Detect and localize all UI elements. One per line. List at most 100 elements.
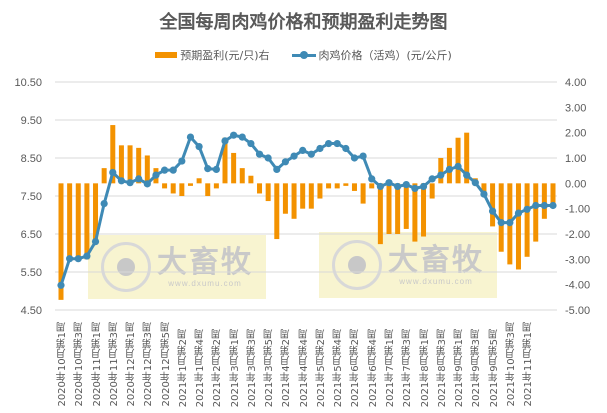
profit-bar	[239, 168, 245, 184]
x-axis-label: 2021年3月第5周	[264, 328, 276, 407]
profit-bar	[481, 183, 487, 194]
left-axis-tick: 4.50	[21, 305, 42, 317]
price-point	[230, 131, 238, 139]
legend: 预期盈利(元/只)右 肉鸡价格（活鸡）(元/公斤)	[0, 47, 607, 63]
profit-bar	[386, 183, 392, 234]
price-point	[368, 175, 376, 183]
price-point	[264, 154, 272, 162]
price-point	[532, 201, 540, 210]
profit-bar	[170, 183, 176, 194]
price-point	[238, 133, 246, 141]
chart-title: 全国每周肉鸡价格和预期盈利走势图	[159, 12, 448, 33]
right-axis-tick: 2.00	[565, 128, 586, 140]
price-point	[143, 180, 151, 188]
profit-bar	[360, 183, 366, 204]
profit-bar	[515, 183, 521, 270]
left-axis-tick: 7.50	[21, 191, 42, 203]
x-axis-label: 2020年10月第3周	[74, 322, 86, 407]
profit-bar	[351, 183, 357, 191]
price-point	[437, 171, 445, 179]
watermark-url: www.dxumu.com	[399, 276, 473, 286]
profit-bar	[343, 183, 349, 186]
watermark-logo-icon	[332, 240, 382, 290]
watermark-text: 大畜牧	[157, 244, 253, 280]
x-axis-label: 2021年4月第4周	[298, 328, 310, 407]
line-swatch-icon	[291, 51, 316, 59]
price-point	[169, 166, 177, 174]
profit-bar	[93, 183, 99, 240]
price-point	[186, 133, 195, 141]
profit-bar	[300, 183, 306, 209]
profit-bar	[205, 183, 211, 196]
price-point	[195, 143, 203, 151]
x-axis-label: 2020年12月第5周	[160, 322, 172, 407]
price-point	[160, 166, 169, 174]
profit-bar	[464, 132, 470, 184]
price-point	[290, 152, 298, 160]
price-point	[497, 219, 505, 227]
price-point	[402, 181, 410, 189]
price-point	[273, 165, 281, 173]
profit-bar	[127, 145, 133, 184]
watermark-left: 大畜牧 www.dxumu.com	[88, 235, 266, 299]
price-point	[74, 255, 82, 263]
price-point	[221, 137, 229, 145]
x-axis-label: 2021年8月第1周	[419, 328, 431, 407]
profit-bar	[274, 183, 280, 240]
price-point	[506, 219, 514, 227]
profit-bar	[187, 183, 193, 186]
profit-bar	[524, 183, 530, 257]
price-point	[385, 179, 393, 187]
x-axis-label: 2020年11月第3周	[108, 322, 120, 407]
price-point	[178, 157, 186, 165]
profit-bar	[265, 183, 271, 202]
price-point	[350, 154, 359, 162]
price-point	[109, 168, 117, 177]
right-axis-tick: 0.00	[565, 178, 586, 190]
profit-bar	[257, 183, 263, 194]
legend-label-price: 肉鸡价格（活鸡）(元/公斤)	[318, 49, 452, 62]
profit-bar	[446, 147, 452, 184]
profit-bar	[84, 183, 90, 260]
profit-bar	[248, 175, 254, 184]
right-axis-tick: -3.00	[565, 254, 590, 266]
profit-bar	[317, 183, 323, 199]
profit-bar	[403, 183, 409, 229]
x-axis-label: 2020年10月第1周	[57, 322, 68, 407]
price-point	[135, 175, 143, 183]
x-axis-label: 2021年7月第1周	[385, 328, 396, 407]
profit-bar	[222, 137, 228, 184]
left-axis-tick: 9.50	[21, 115, 42, 127]
price-point	[255, 150, 264, 158]
price-point	[428, 175, 436, 183]
profit-bar	[75, 183, 81, 260]
price-point	[126, 179, 134, 187]
profit-bar	[231, 152, 237, 184]
left-axis-tick: 6.50	[21, 229, 42, 241]
x-axis-label: 2021年9月第3周	[471, 328, 483, 407]
price-point	[394, 182, 402, 191]
price-point	[514, 209, 523, 217]
profit-bar	[144, 155, 150, 184]
profit-bar	[498, 183, 504, 252]
watermark-text: 大畜牧	[388, 242, 484, 278]
profit-bar	[541, 183, 547, 219]
x-axis-label: 2021年10月第3周	[505, 322, 517, 407]
legend-item-profit: 预期盈利(元/只)右	[155, 47, 270, 63]
right-axis-tick: -1.00	[565, 204, 590, 216]
left-axis-tick: 8.50	[21, 153, 42, 165]
x-axis-label: 2021年3月第3周	[246, 328, 258, 407]
x-axis-label: 2021年6月第2周	[350, 328, 362, 407]
profit-bar	[377, 183, 383, 245]
profit-bar	[421, 183, 427, 237]
x-axis-label: 2021年2月第2周	[212, 328, 224, 407]
price-point	[445, 165, 454, 173]
price-point	[299, 146, 307, 154]
x-axis-label: 2021年11月第1周	[523, 322, 535, 407]
profit-bar	[213, 183, 219, 189]
right-axis-tick: -2.00	[565, 229, 590, 241]
right-axis-tick: -4.00	[565, 280, 590, 292]
watermark-url: www.dxumu.com	[168, 278, 242, 288]
x-axis-label: 2021年3月第1周	[229, 328, 241, 407]
x-axis-label: 2021年9月第5周	[488, 328, 500, 407]
